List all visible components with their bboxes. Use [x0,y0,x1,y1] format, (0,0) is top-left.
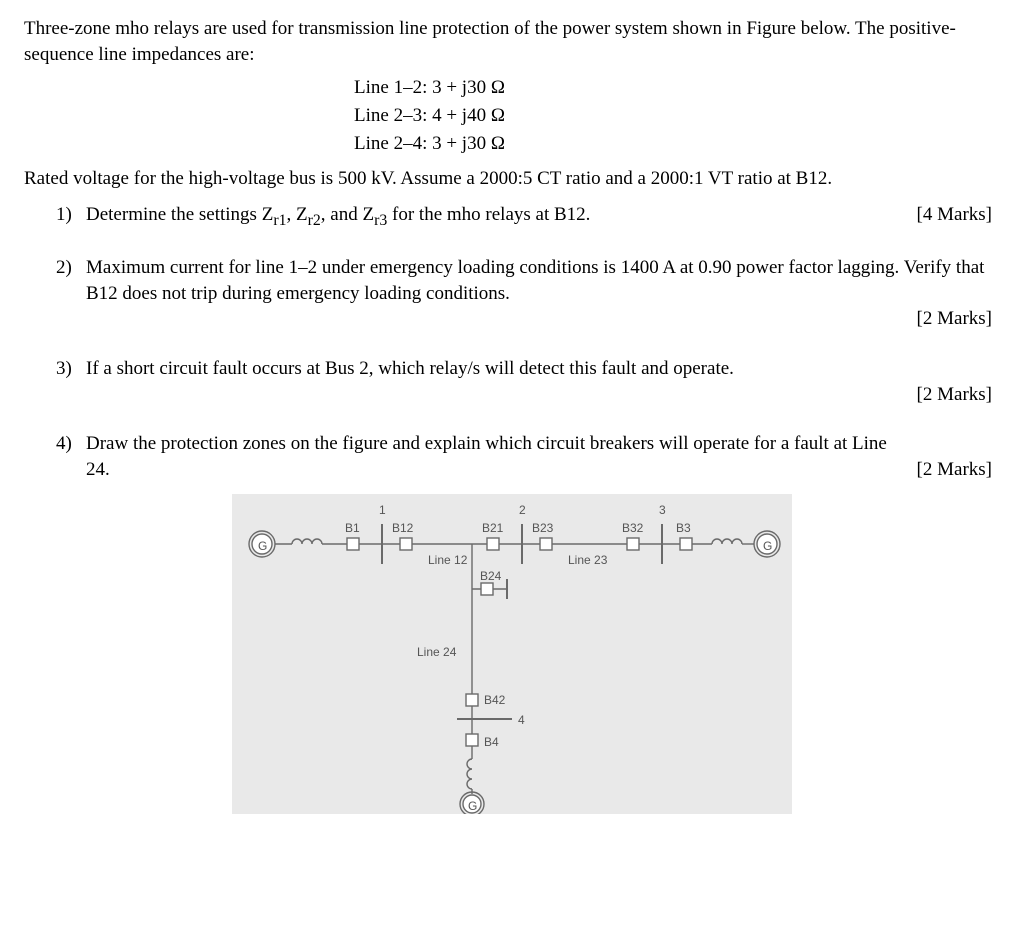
B1-label: B1 [345,520,360,536]
question-4-text: Draw the protection zones on the figure … [86,431,917,482]
question-1: 1) Determine the settings Zr1, Zr2, and … [56,202,1000,231]
question-4-marks: [2 Marks] [917,457,992,483]
gen-left-label: G [258,538,267,554]
line12-label: Line 12 [428,552,467,568]
impedance-line-12: Line 1–2: 3 + j30 Ω [354,75,1000,101]
B23-label: B23 [532,520,553,536]
B3-label: B3 [676,520,691,536]
bus-4-label: 4 [518,712,525,728]
question-1-text: Determine the settings Zr1, Zr2, and Zr3… [86,202,590,231]
impedance-line-23: Line 2–3: 4 + j40 Ω [354,103,1000,129]
gen-right-label: G [763,538,772,554]
B24-label: B24 [480,568,501,584]
question-2: 2) Maximum current for line 1–2 under em… [56,255,1000,332]
question-1-number: 1) [56,202,86,228]
impedance-list: Line 1–2: 3 + j30 Ω Line 2–3: 4 + j40 Ω … [24,75,1000,156]
bus-1-label: 1 [379,502,386,518]
question-1-marks: [4 Marks] [917,202,992,228]
B4-label: B4 [484,734,499,750]
question-2-number: 2) [56,255,86,281]
bus-3-label: 3 [659,502,666,518]
bus-2-label: 2 [519,502,526,518]
gen-bottom-label: G [468,798,477,814]
single-line-diagram: 1 2 3 B1 B12 B21 B23 B32 B3 Line 12 Line… [232,494,792,814]
question-4-number: 4) [56,431,86,457]
question-3-marks: [2 Marks] [917,382,992,408]
question-3-text: If a short circuit fault occurs at Bus 2… [86,356,992,382]
B21-label: B21 [482,520,503,536]
question-3-number: 3) [56,356,86,382]
B42-label: B42 [484,692,505,708]
intro-text: Three-zone mho relays are used for trans… [24,16,1000,67]
question-4: 4) Draw the protection zones on the figu… [56,431,1000,482]
impedance-line-24: Line 2–4: 3 + j30 Ω [354,131,1000,157]
question-2-text: Maximum current for line 1–2 under emerg… [86,255,992,306]
rated-text: Rated voltage for the high-voltage bus i… [24,166,1000,192]
question-3: 3) If a short circuit fault occurs at Bu… [56,356,1000,407]
B12-label: B12 [392,520,413,536]
line23-label: Line 23 [568,552,607,568]
B32-label: B32 [622,520,643,536]
question-2-marks: [2 Marks] [917,306,992,332]
line24-label: Line 24 [417,644,456,660]
